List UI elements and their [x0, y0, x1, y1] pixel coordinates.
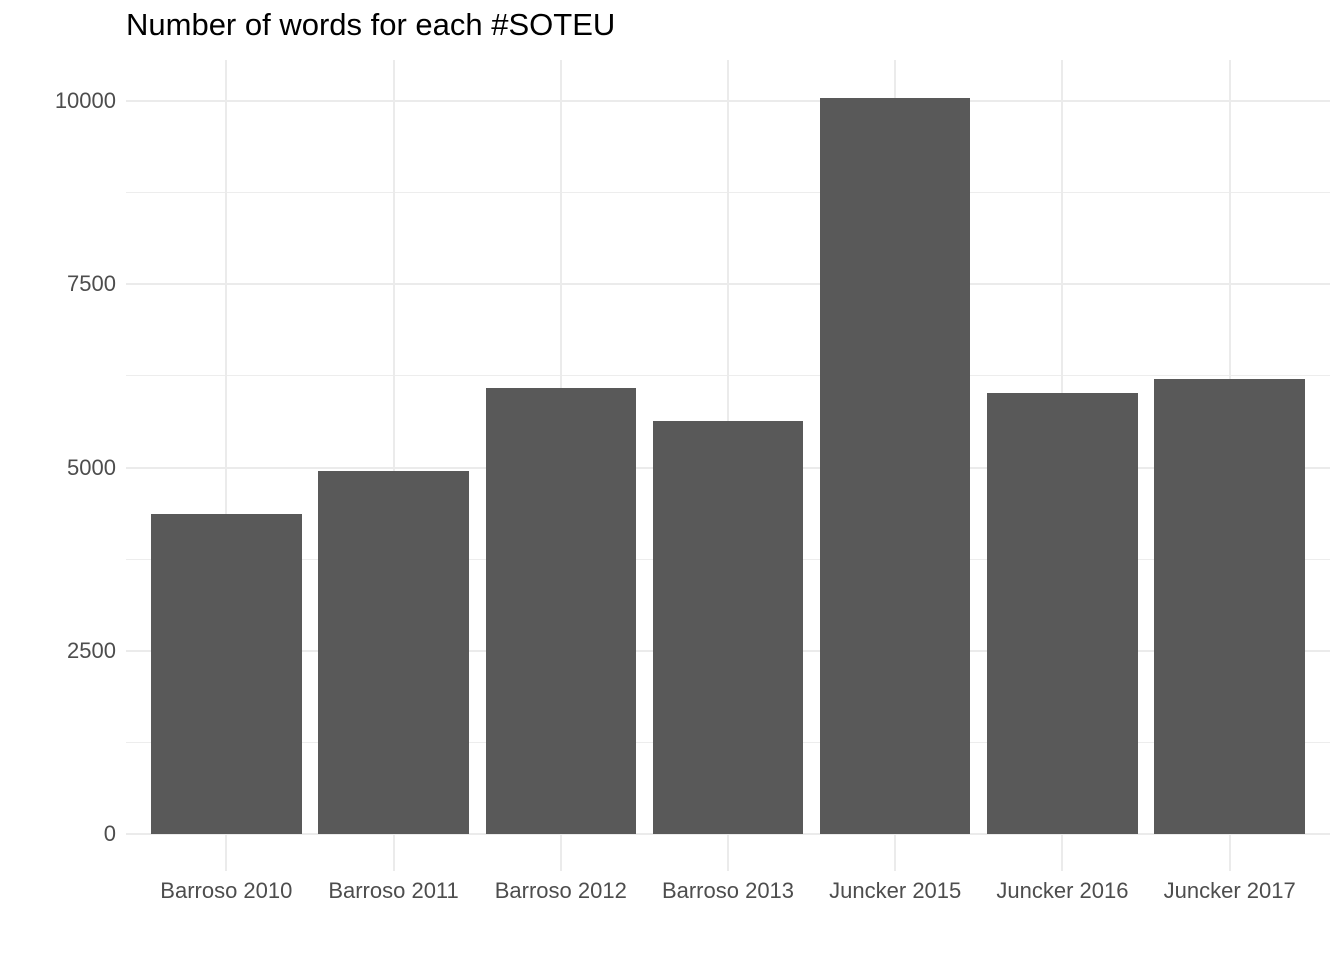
y-tick-label-5000: 5000 — [67, 454, 116, 480]
bar-barroso-2011 — [318, 471, 469, 834]
bar-barroso-2012 — [485, 387, 637, 834]
y-tick-label-10000: 10000 — [54, 88, 116, 113]
x-tick-label-juncker-2017: Juncker 2017 — [1163, 878, 1296, 903]
x-tick-label-juncker-2015: Juncker 2015 — [829, 878, 962, 903]
chart-title: Number of words for each #SOTEU — [126, 7, 616, 42]
y-tick-label-2500: 2500 — [67, 637, 116, 663]
bar-barroso-2010 — [151, 513, 302, 834]
bar-juncker-2016 — [987, 392, 1138, 834]
x-tick-label-juncker-2016: Juncker 2016 — [996, 878, 1129, 903]
bar-juncker-2017 — [1154, 378, 1305, 834]
x-tick-label-barroso-2011: Barroso 2011 — [328, 878, 459, 903]
bar-barroso-2013 — [652, 420, 804, 834]
y-tick-label-7500: 7500 — [67, 271, 116, 297]
gridline-x-barroso-2011 — [392, 60, 395, 871]
gridline-x-barroso-2010 — [225, 60, 228, 871]
x-tick-label-barroso-2013: Barroso 2013 — [661, 878, 795, 903]
x-tick-label-barroso-2012: Barroso 2012 — [494, 878, 627, 903]
y-tick-label-0: 0 — [103, 821, 116, 846]
bar-juncker-2015 — [819, 98, 971, 834]
x-tick-label-barroso-2010: Barroso 2010 — [160, 878, 293, 903]
